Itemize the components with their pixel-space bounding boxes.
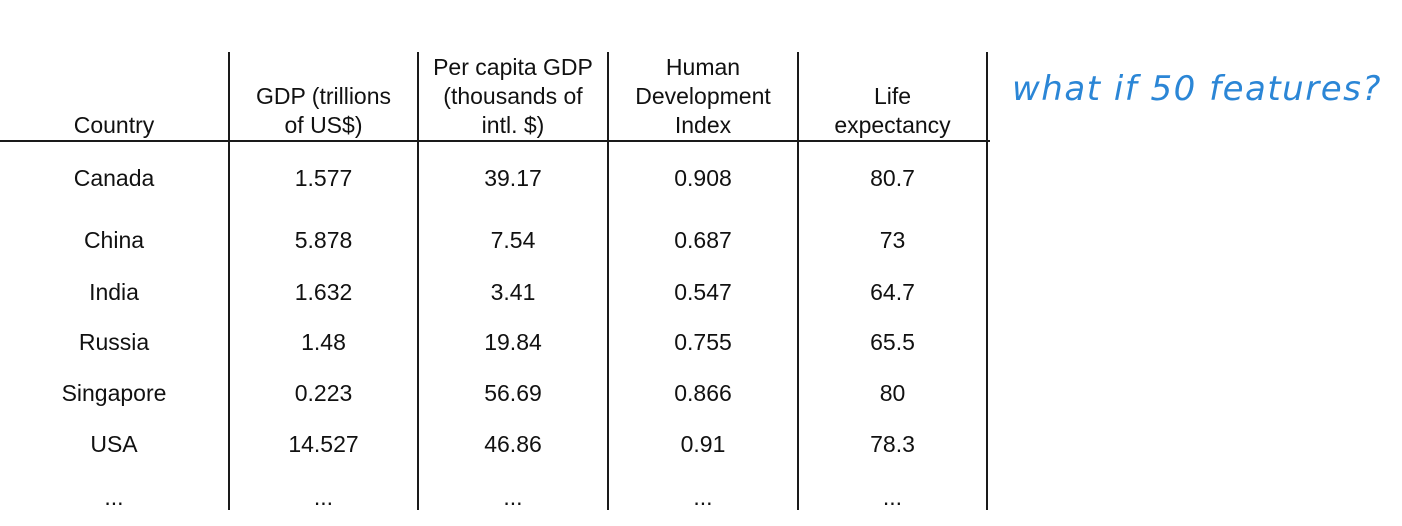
cell-life-expectancy: 73 (879, 227, 906, 253)
handwritten-note: what if 50 features? (1012, 69, 1382, 109)
header-life-expectancy: Life expectancy (834, 83, 951, 138)
header-hdi: Human Development Index (635, 54, 771, 138)
column-divider (986, 52, 988, 510)
cell-hdi: 0.755 (674, 329, 732, 355)
cell-country: Canada (73, 165, 155, 191)
cell-per-capita-gdp: 56.69 (484, 380, 542, 406)
header-gdp: GDP (trillions of US$) (255, 83, 392, 138)
cell-per-capita-gdp: ... (503, 484, 523, 510)
cell-gdp: ... (313, 484, 334, 510)
cell-life-expectancy: 65.5 (870, 329, 915, 355)
cell-per-capita-gdp: 46.86 (484, 431, 542, 457)
cell-country: Russia (78, 329, 150, 355)
cell-per-capita-gdp: 3.41 (490, 279, 536, 305)
cell-hdi: 0.91 (680, 431, 726, 457)
cell-per-capita-gdp: 19.84 (484, 329, 542, 355)
cell-country: USA (90, 431, 138, 457)
header-divider (0, 140, 990, 142)
cell-gdp: 5.878 (294, 227, 353, 253)
cell-gdp: 1.48 (301, 329, 346, 355)
cell-hdi: ... (693, 484, 713, 510)
cell-hdi: 0.687 (674, 227, 732, 253)
header-country: Country (73, 112, 155, 138)
cell-country: ... (104, 484, 124, 510)
column-divider (228, 52, 230, 510)
cell-life-expectancy: 80 (879, 380, 906, 406)
cell-gdp: 1.577 (294, 165, 353, 191)
cell-life-expectancy: 78.3 (870, 431, 915, 457)
handwritten-note-text: what if 50 features? (1012, 69, 1382, 109)
cell-gdp: 0.223 (294, 380, 353, 406)
cell-gdp: 1.632 (294, 279, 353, 305)
cell-hdi: 0.547 (674, 279, 732, 305)
cell-country: China (83, 227, 145, 253)
cell-life-expectancy: 80.7 (870, 165, 915, 191)
cell-life-expectancy: 64.7 (870, 279, 915, 305)
header-per-capita-gdp: Per capita GDP (thousands of intl. $) (433, 54, 593, 138)
cell-per-capita-gdp: 39.17 (484, 165, 542, 191)
column-divider (417, 52, 419, 510)
cell-gdp: 14.527 (288, 431, 359, 457)
cell-life-expectancy: ... (882, 484, 903, 510)
cell-per-capita-gdp: 7.54 (490, 227, 536, 253)
cell-hdi: 0.908 (674, 165, 732, 191)
cell-country: India (89, 279, 139, 305)
cell-country: Singapore (61, 380, 167, 406)
column-divider (607, 52, 609, 510)
column-divider (797, 52, 799, 510)
cell-hdi: 0.866 (674, 380, 732, 406)
